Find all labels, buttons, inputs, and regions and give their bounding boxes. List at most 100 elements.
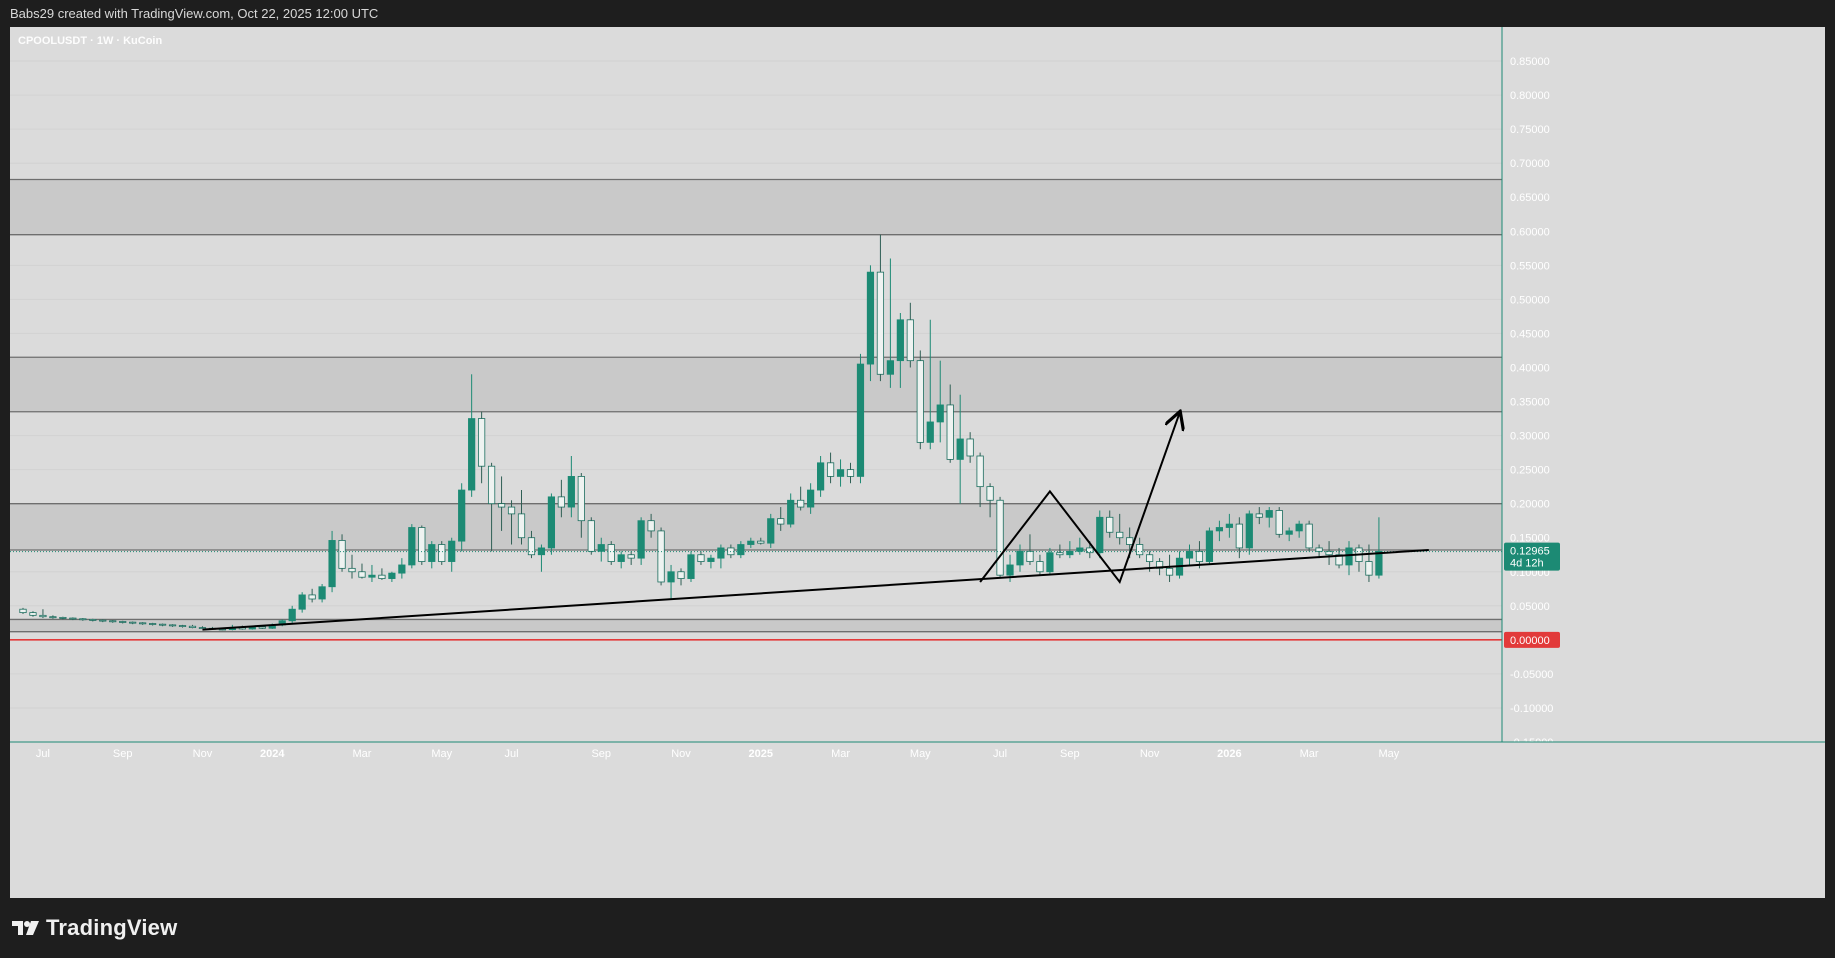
candle-body: [178, 625, 187, 627]
candle: [587, 517, 595, 555]
candle: [577, 473, 585, 538]
candle-body: [149, 623, 157, 625]
candle: [1265, 507, 1273, 528]
candle-body: [258, 626, 266, 629]
candle: [1136, 537, 1144, 559]
time-tick-label: Mar: [1300, 748, 1319, 760]
candle: [856, 353, 865, 484]
candle-body: [936, 404, 944, 423]
candle-body: [1165, 567, 1174, 576]
time-tick-label: 2026: [1217, 748, 1241, 760]
candle: [119, 620, 127, 624]
candle: [876, 234, 885, 382]
candle-body: [1305, 523, 1313, 549]
tradingview-logo[interactable]: TradingView: [12, 915, 177, 941]
candle-body: [388, 572, 396, 579]
candle: [497, 476, 506, 531]
candle-body: [647, 520, 655, 532]
candle: [517, 490, 526, 545]
candle: [986, 483, 994, 518]
candle-body: [418, 527, 426, 562]
candle-body: [487, 465, 496, 505]
candle: [817, 456, 825, 497]
candle-body: [807, 489, 815, 508]
candle-body: [1146, 554, 1154, 562]
candle: [777, 507, 785, 531]
candle: [89, 618, 97, 622]
time-axis-labels: Jul Sep Nov 2024 Mar May Jul Sep Nov 2025 Mar May Ju…: [36, 748, 1400, 760]
candle-body: [1365, 561, 1373, 576]
candle: [906, 302, 914, 368]
time-tick-label: Jul: [36, 748, 50, 760]
candle-body: [139, 622, 147, 625]
candle-body: [1126, 537, 1134, 545]
candle: [69, 617, 77, 621]
candle-body: [378, 574, 386, 579]
time-tick-label: May: [431, 748, 452, 760]
candle: [358, 563, 366, 579]
candle: [557, 479, 565, 518]
candle: [1026, 534, 1034, 565]
candle: [368, 564, 376, 582]
candle-body: [1295, 523, 1303, 532]
price-tick-label: 0.70000: [1510, 158, 1550, 170]
candle: [866, 265, 875, 382]
candle: [378, 568, 386, 580]
candle-body: [557, 496, 565, 508]
candle-body: [49, 616, 57, 619]
candle-body: [1255, 513, 1263, 518]
candle-body: [517, 513, 526, 539]
candle-body: [29, 612, 37, 616]
candle-body: [527, 537, 536, 556]
time-tick-label: 2024: [260, 748, 285, 760]
candle-body: [438, 544, 446, 562]
candle: [1215, 520, 1223, 542]
candle-body: [129, 621, 137, 624]
projection-path: [979, 413, 1179, 585]
candle-body: [109, 620, 117, 623]
candle: [1325, 541, 1333, 565]
candle: [797, 486, 805, 511]
candle: [1345, 541, 1353, 576]
candle: [527, 530, 536, 559]
attribution-bar: Babs29 created with TradingView.com, Oct…: [0, 0, 1835, 27]
candle-body: [89, 619, 97, 621]
candle-body: [428, 544, 436, 562]
candle: [398, 558, 406, 579]
candle: [1076, 537, 1084, 555]
candle: [687, 551, 695, 582]
candle-body: [777, 518, 785, 525]
candle-body: [1275, 510, 1283, 535]
candle-body: [1185, 550, 1194, 559]
bar-countdown: 4d 12h: [1510, 558, 1544, 570]
candles: [19, 234, 1383, 631]
candle: [348, 554, 356, 579]
price-tick-label: 0.20000: [1510, 499, 1550, 511]
candle-body: [328, 540, 336, 588]
candle: [1016, 544, 1024, 572]
candle-body: [348, 567, 356, 573]
candle: [747, 537, 755, 548]
candle: [39, 609, 47, 619]
candle-body: [1016, 550, 1024, 566]
candle: [487, 462, 496, 552]
time-tick-label: Jul: [993, 748, 1007, 760]
candle: [1175, 551, 1184, 579]
candle-body: [577, 476, 585, 522]
candle-body: [1006, 564, 1014, 576]
candle-body: [1026, 550, 1034, 562]
candle-body: [916, 360, 924, 443]
candle: [1275, 507, 1283, 538]
candle: [1305, 520, 1313, 552]
candle: [956, 394, 964, 504]
candle: [846, 462, 855, 484]
candle-body: [1116, 531, 1124, 539]
candle-body: [866, 271, 875, 365]
footer-bar: TradingView: [0, 898, 1835, 958]
candlestick-chart[interactable]: 0.85000 0.80000 0.75000 0.70000 0.65000 0.600…: [10, 27, 1825, 898]
candle-body: [896, 319, 904, 362]
candle-body: [1325, 550, 1333, 556]
chart-area[interactable]: 0.85000 0.80000 0.75000 0.70000 0.65000 0.600…: [10, 27, 1825, 898]
time-tick-label: Nov: [193, 748, 213, 760]
candle-body: [856, 363, 865, 477]
